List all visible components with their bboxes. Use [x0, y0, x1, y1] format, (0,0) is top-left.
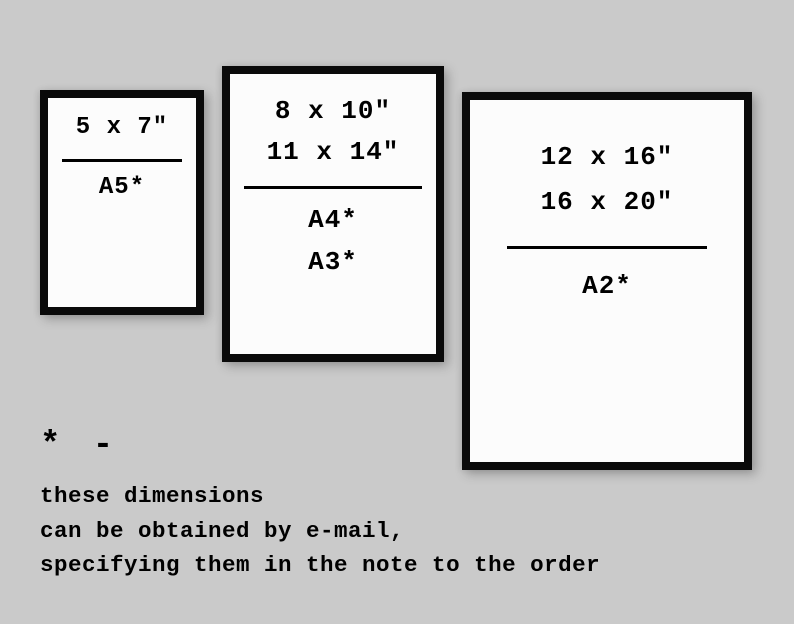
frame-medium: 8 x 10" 11 x 14" A4* A3*: [222, 66, 444, 362]
size-8x10: 8 x 10": [275, 96, 391, 127]
frame-large-bottom-group: A2*: [582, 271, 632, 302]
size-a2: A2*: [582, 271, 632, 302]
frame-small-bottom-group: A5*: [99, 174, 145, 203]
footnote-line3: specifying them in the note to the order: [40, 548, 600, 583]
frame-small-inner: 5 x 7" A5*: [48, 98, 196, 307]
size-16x20: 16 x 20": [541, 187, 674, 218]
size-11x14: 11 x 14": [267, 137, 400, 168]
frame-large-inner: 12 x 16" 16 x 20" A2*: [470, 100, 744, 462]
frame-medium-bottom-group: A4* A3*: [308, 205, 358, 277]
divider-icon: [507, 246, 707, 249]
divider-icon: [244, 186, 422, 189]
frame-medium-inner: 8 x 10" 11 x 14" A4* A3*: [230, 74, 436, 354]
frame-large: 12 x 16" 16 x 20" A2*: [462, 92, 752, 470]
footnote-line2: can be obtained by e-mail,: [40, 514, 600, 549]
frame-large-top-group: 12 x 16" 16 x 20": [541, 116, 674, 218]
size-a4: A4*: [308, 205, 358, 236]
footnote-symbol: * -: [40, 420, 600, 473]
size-5x7: 5 x 7": [76, 114, 168, 143]
footnote-line1: these dimensions: [40, 479, 600, 514]
size-a5: A5*: [99, 174, 145, 203]
footnote: * - these dimensions can be obtained by …: [40, 420, 600, 583]
size-12x16: 12 x 16": [541, 142, 674, 173]
size-a3: A3*: [308, 247, 358, 278]
divider-icon: [62, 159, 182, 162]
frame-small-top-group: 5 x 7": [76, 114, 168, 143]
frame-small: 5 x 7" A5*: [40, 90, 204, 315]
frame-medium-top-group: 8 x 10" 11 x 14": [267, 90, 400, 168]
